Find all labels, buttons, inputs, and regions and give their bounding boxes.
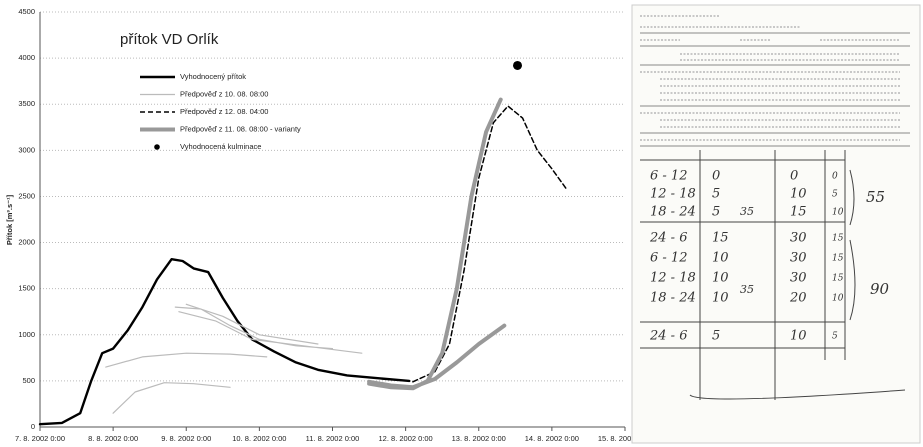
handwritten-cell: 30 (790, 271, 807, 286)
handwritten-cell: 10 (712, 291, 729, 306)
handwritten-total: 90 (870, 280, 890, 298)
handwritten-cell: 18 - 24 (650, 205, 696, 220)
handwritten-subtotal: 35 (740, 205, 754, 218)
handwritten-cell: 5 (712, 329, 720, 344)
handwritten-cell: 10 (790, 187, 807, 202)
y-tick-label: 4000 (18, 53, 35, 62)
handwritten-cell: 24 - 6 (649, 231, 687, 246)
chart-title: přítok VD Orlík (120, 31, 219, 48)
y-tick-label: 1500 (18, 284, 35, 293)
handwritten-cell: 5 (712, 187, 720, 202)
handwritten-cell: 15 (832, 274, 844, 284)
handwritten-cell: 18 - 24 (650, 291, 696, 306)
handwritten-cell: 5 (712, 205, 720, 220)
legend-label: Vyhodnocený přítok (180, 72, 246, 81)
handwritten-cell: 5 (832, 332, 838, 342)
series-line (106, 304, 362, 413)
legend-label: Předpověď z 12. 08. 04:00 (180, 107, 268, 116)
handwritten-cell: 10 (832, 208, 844, 218)
handwritten-cell: 10 (712, 251, 729, 266)
chart: přítok VD Orlík Přítok [m³.s⁻¹] 0 500 1000… (5, 7, 652, 443)
handwritten-cell: 0 (790, 169, 798, 184)
x-tick-label: 12. 8. 2002 0:00 (379, 434, 433, 443)
handwritten-cell: 30 (790, 231, 807, 246)
handwritten-cell: 10 (712, 271, 729, 286)
handwritten-cell: 5 (832, 190, 838, 200)
culmination-marker (513, 61, 522, 70)
handwritten-cell: 6 - 12 (650, 251, 687, 266)
series-line (40, 259, 409, 424)
handwritten-total: 55 (866, 188, 885, 206)
handwritten-cell: 10 (790, 329, 807, 344)
y-tick-label: 4500 (18, 7, 35, 16)
handwritten-subtotal: 35 (740, 283, 754, 296)
y-tick-label: 1000 (18, 330, 35, 339)
x-tick-label: 11. 8. 2002 0:00 (306, 434, 360, 443)
handwritten-cell: 24 - 6 (649, 329, 687, 344)
y-tick-label: 2500 (18, 191, 35, 200)
handwritten-cell: 20 (789, 291, 807, 306)
handwritten-cell: 6 - 12 (650, 169, 687, 184)
page: {"chart_data": {"type": "line", "title":… (0, 0, 923, 447)
y-tick-label: 500 (22, 376, 35, 385)
x-tick-label: 7. 8. 2002 0:00 (15, 434, 65, 443)
y-tick-label: 3000 (18, 145, 35, 154)
x-tick-label: 8. 8. 2002 0:00 (88, 434, 138, 443)
handwritten-cell: 12 - 18 (650, 187, 696, 202)
series-line (413, 106, 567, 382)
handwritten-cell: 10 (832, 294, 844, 304)
handwritten-cell: 12 - 18 (650, 271, 696, 286)
x-tick-label: 10. 8. 2002 0:00 (232, 434, 286, 443)
y-axis-title: Přítok [m³.s⁻¹] (5, 194, 14, 245)
screenshot: přítok VD Orlík Přítok [m³.s⁻¹] 05001000… (0, 0, 923, 447)
legend-label: Předpověď z 10. 08. 08:00 (180, 89, 268, 98)
y-tick-label: 0 (31, 422, 35, 431)
handwritten-cell: 0 (832, 172, 838, 182)
handwritten-cell: 0 (712, 169, 720, 184)
x-tick-label: 9. 8. 2002 0:00 (161, 434, 211, 443)
x-tick-label: 13. 8. 2002 0:00 (452, 434, 506, 443)
series-line (369, 100, 504, 389)
legend-label: Předpověď z 11. 08. 08:00 - varianty (180, 124, 301, 133)
x-tick-label: 14. 8. 2002 0:00 (525, 434, 579, 443)
handwritten-cell: 15 (790, 205, 807, 220)
handwritten-cell: 30 (790, 251, 807, 266)
y-tick-label: 2000 (18, 238, 35, 247)
legend-marker (154, 144, 160, 150)
handwritten-cell: 15 (712, 231, 729, 246)
scan-paper (632, 5, 920, 443)
scanned-document: 6 - 12 0 0 0 12 - 18 5 10 5 18 - 24 5 15 10 24 - 6 15… (632, 5, 920, 443)
handwritten-cell: 15 (832, 234, 844, 244)
handwritten-cell: 15 (832, 254, 844, 264)
legend-label: Vyhodnocená kulminace (180, 142, 261, 151)
y-tick-label: 3500 (18, 99, 35, 108)
